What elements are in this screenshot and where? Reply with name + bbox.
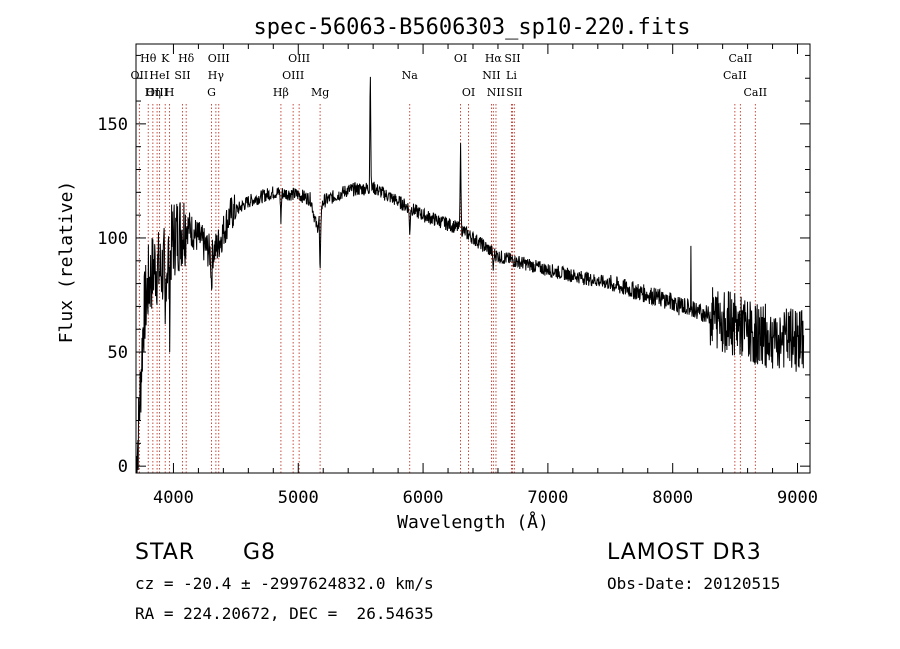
spectral-line-label: HeI bbox=[149, 69, 169, 82]
spectral-line-label: G bbox=[207, 86, 216, 99]
x-tick-label: 8000 bbox=[652, 488, 693, 508]
spectral-line-label: CaII bbox=[743, 86, 767, 99]
x-tick-label: 7000 bbox=[527, 488, 568, 508]
y-axis-label: Flux (relative) bbox=[56, 181, 77, 344]
spectral-line-label: OIII bbox=[288, 52, 310, 65]
spectral-line-label: Na bbox=[402, 69, 419, 82]
spectral-line-label: OIII bbox=[208, 52, 230, 65]
survey-name: LAMOST DR3 bbox=[607, 540, 762, 565]
spectral-line-label: Hη bbox=[145, 86, 161, 99]
spectral-line-label: NII bbox=[482, 69, 500, 82]
spectral-line-label: CaII bbox=[723, 69, 747, 82]
spectral-line-label: Li bbox=[506, 69, 517, 82]
spectral-line-label: H bbox=[165, 86, 175, 99]
coordinates: RA = 224.20672, DEC = 26.54635 bbox=[135, 604, 434, 623]
object-class: STAR bbox=[135, 540, 196, 565]
spectral-line-label: Hθ bbox=[140, 52, 157, 65]
x-tick-label: 5000 bbox=[278, 488, 319, 508]
spectral-line-label: OII bbox=[131, 69, 149, 82]
axis-ticks: 4000 5000 6000 7000 8000 9000 0 50 100 150 bbox=[97, 44, 818, 508]
obs-date: Obs-Date: 20120515 bbox=[607, 574, 781, 593]
object-subclass: G8 bbox=[243, 540, 277, 565]
spectral-line-label: CaII bbox=[729, 52, 753, 65]
spectral-line-label: SII bbox=[174, 69, 190, 82]
x-axis-label: Wavelength (Å) bbox=[397, 511, 549, 533]
y-tick-label: 100 bbox=[97, 229, 128, 249]
spectral-line-label: SII bbox=[504, 52, 520, 65]
chart-title: spec-56063-B5606303_sp10-220.fits bbox=[253, 15, 690, 40]
spectral-line-label: OI bbox=[454, 52, 467, 65]
x-tick-label: 4000 bbox=[153, 488, 194, 508]
y-tick-label: 0 bbox=[118, 457, 128, 477]
y-tick-label: 50 bbox=[108, 343, 128, 363]
spectrum-series-line bbox=[135, 76, 805, 474]
spectral-line-label: Hβ bbox=[273, 86, 289, 99]
redshift-readout: cz = -20.4 ± -2997624832.0 km/s bbox=[135, 574, 434, 593]
x-tick-label: 6000 bbox=[403, 488, 444, 508]
spectral-line-label: OIII bbox=[146, 86, 168, 99]
spectral-line-label: OIII bbox=[282, 69, 304, 82]
y-tick-label: 150 bbox=[97, 115, 128, 135]
spectral-line-label: OI bbox=[462, 86, 475, 99]
spectral-line-label: Hγ bbox=[208, 69, 225, 82]
spectral-line-label: Hα bbox=[485, 52, 503, 65]
spectral-line-markers: Hθ OII OIII K HeI Hη H SII Hδ OIII Hγ G Hβ OIII OIII Mg… bbox=[131, 52, 767, 473]
spectral-line-label: Mg bbox=[311, 86, 329, 99]
spectral-line-label: NII bbox=[487, 86, 505, 99]
x-tick-label: 9000 bbox=[777, 488, 818, 508]
spectral-line-label: Hδ bbox=[178, 52, 195, 65]
plot-frame bbox=[135, 43, 811, 474]
spectral-line-label: SII bbox=[506, 86, 522, 99]
spectral-line-label: K bbox=[161, 52, 170, 65]
